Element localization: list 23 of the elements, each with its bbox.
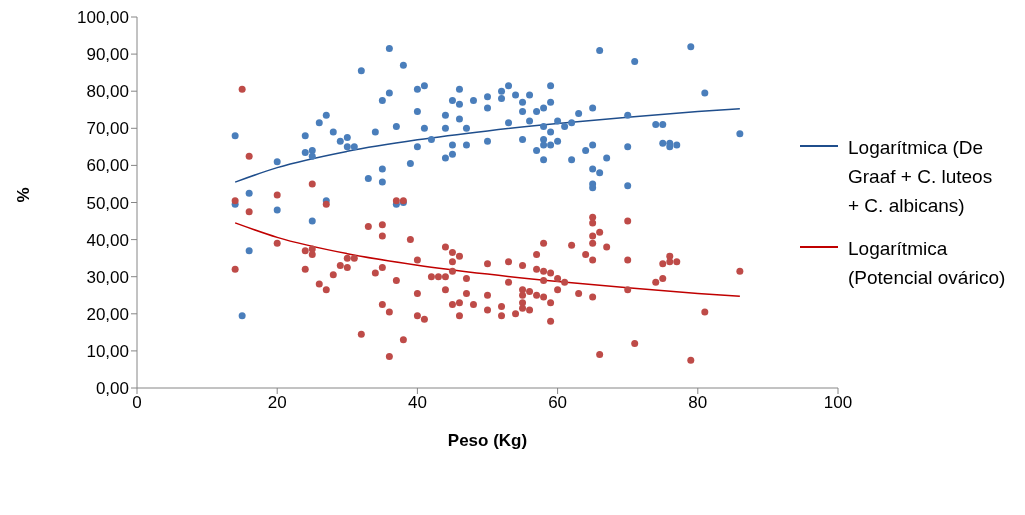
y-tick-label: 10,00 bbox=[86, 341, 129, 361]
y-tick-label: 50,00 bbox=[86, 193, 129, 213]
x-tick-label: 20 bbox=[267, 393, 287, 413]
line-series bbox=[234, 222, 741, 298]
y-tick-label: 70,00 bbox=[86, 119, 129, 139]
x-tick-label: 40 bbox=[407, 393, 427, 413]
y-tick-label: 30,00 bbox=[86, 267, 129, 287]
y-tick-label: 90,00 bbox=[86, 45, 129, 65]
y-axis-title: % bbox=[14, 187, 34, 203]
y-tick-label: 60,00 bbox=[86, 156, 129, 176]
legend-label: Logarítmica (Potencial ovárico) bbox=[848, 237, 1006, 290]
y-tick-label: 40,00 bbox=[86, 230, 129, 250]
x-tick-label: 100 bbox=[823, 393, 853, 413]
legend-label: Logarítmica (De Graaf + C. luteos + C. albicans) bbox=[848, 136, 994, 218]
y-tick-label: 0,00 bbox=[95, 379, 129, 399]
x-axis-title: Peso (Kg) bbox=[447, 431, 528, 450]
y-tick-label: 20,00 bbox=[86, 304, 129, 324]
x-tick-label: 0 bbox=[132, 393, 142, 413]
x-tick-label: 60 bbox=[548, 393, 568, 413]
y-tick-label: 100,00 bbox=[77, 8, 129, 28]
x-tick-label: 80 bbox=[688, 393, 708, 413]
y-tick-label: 80,00 bbox=[86, 82, 129, 102]
line-series bbox=[234, 107, 741, 183]
